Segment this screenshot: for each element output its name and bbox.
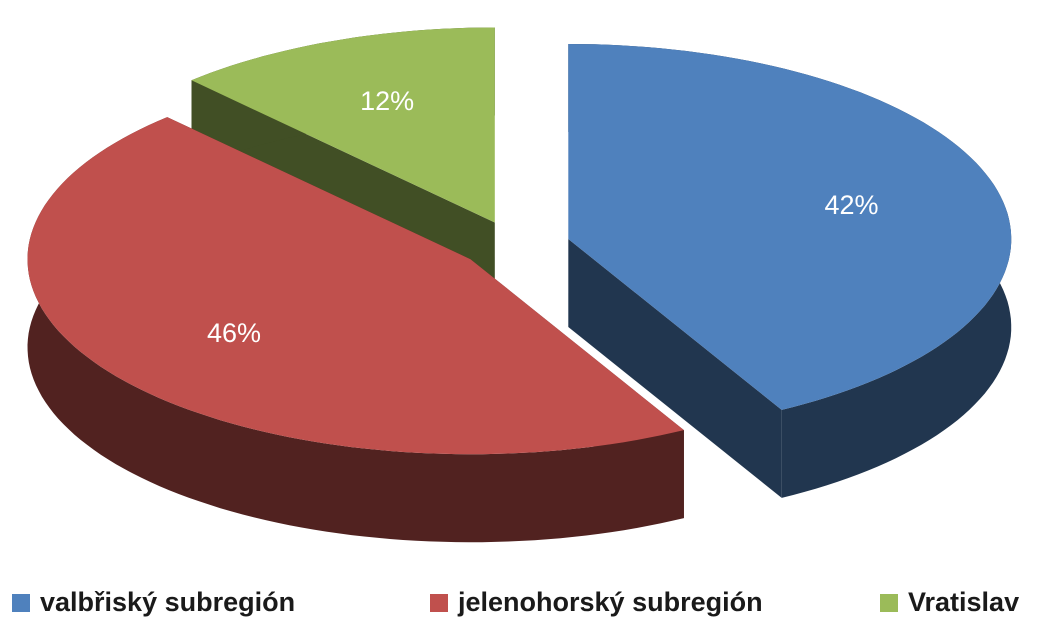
legend-label: valbřiský subregión	[40, 587, 295, 617]
legend-label: jelenohorský subregión	[457, 587, 763, 617]
data-label: 46%	[207, 318, 261, 348]
pie: 12% 42% 46%	[27, 27, 1012, 543]
legend-label: Vratislav	[908, 587, 1019, 617]
legend-swatch	[12, 594, 30, 612]
data-label: 42%	[824, 190, 878, 220]
legend: valbřiský subregión jelenohorský subregió…	[12, 587, 1019, 617]
data-label: 12%	[360, 86, 414, 116]
slice	[568, 44, 1012, 410]
slice-wall	[568, 239, 782, 498]
slice	[27, 117, 684, 455]
slice-side	[27, 117, 684, 543]
slice	[191, 27, 495, 223]
legend-swatch	[880, 594, 898, 612]
legend-swatch	[430, 594, 448, 612]
